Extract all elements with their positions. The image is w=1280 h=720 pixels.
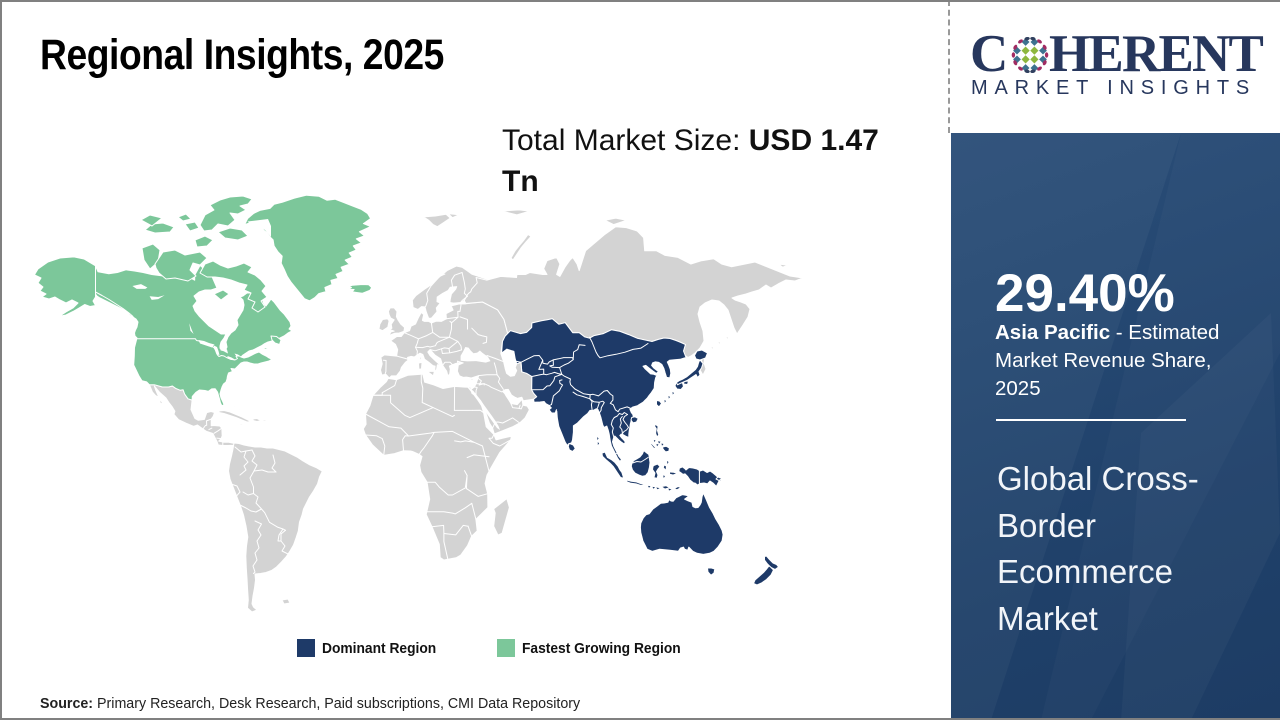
svg-text:C: C [970, 25, 1008, 83]
svg-text:HERENT: HERENT [1049, 25, 1263, 83]
svg-text:MARKET INSIGHTS: MARKET INSIGHTS [971, 77, 1256, 99]
